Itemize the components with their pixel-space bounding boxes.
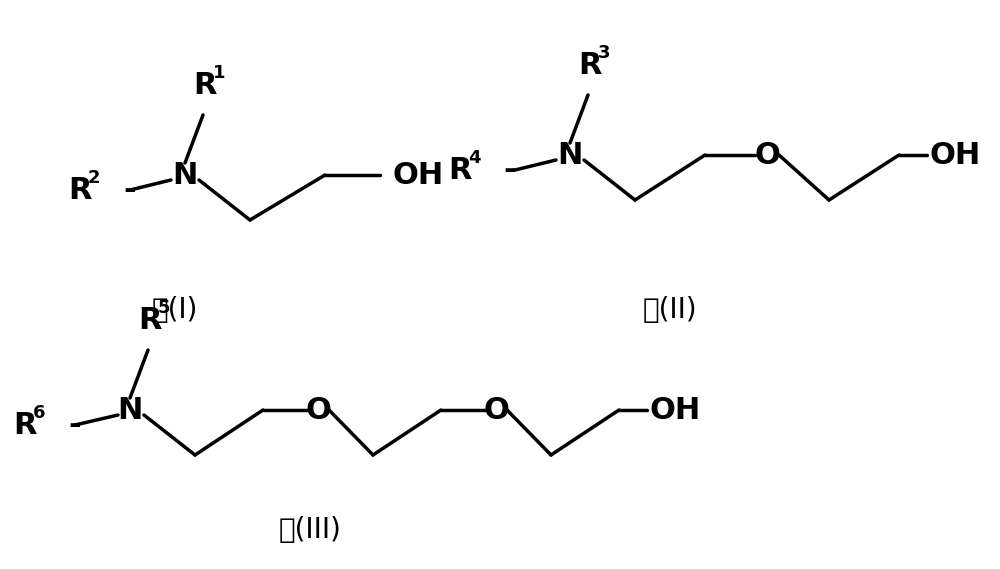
Text: O: O	[305, 395, 331, 424]
Text: 2: 2	[88, 169, 101, 187]
Text: -: -	[69, 410, 81, 439]
Text: 式(III): 式(III)	[279, 516, 341, 544]
Text: 式(I): 式(I)	[152, 296, 198, 324]
Text: N: N	[172, 160, 198, 189]
Text: -: -	[124, 175, 136, 204]
Text: R: R	[578, 51, 602, 80]
Text: OH: OH	[929, 141, 981, 170]
Text: R: R	[193, 71, 217, 100]
Text: 4: 4	[468, 149, 481, 167]
Text: 5: 5	[158, 299, 171, 317]
Text: OH: OH	[392, 160, 444, 189]
Text: 1: 1	[213, 64, 226, 82]
Text: 6: 6	[33, 404, 46, 422]
Text: R: R	[68, 175, 92, 204]
Text: O: O	[483, 395, 509, 424]
Text: R: R	[13, 410, 37, 439]
Text: 式(II): 式(II)	[643, 296, 697, 324]
Text: R: R	[448, 155, 472, 184]
Text: N: N	[557, 141, 583, 170]
Text: R: R	[138, 306, 162, 335]
Text: 3: 3	[598, 44, 611, 62]
Text: -: -	[504, 155, 516, 184]
Text: O: O	[754, 141, 780, 170]
Text: N: N	[117, 395, 143, 424]
Text: OH: OH	[649, 395, 701, 424]
